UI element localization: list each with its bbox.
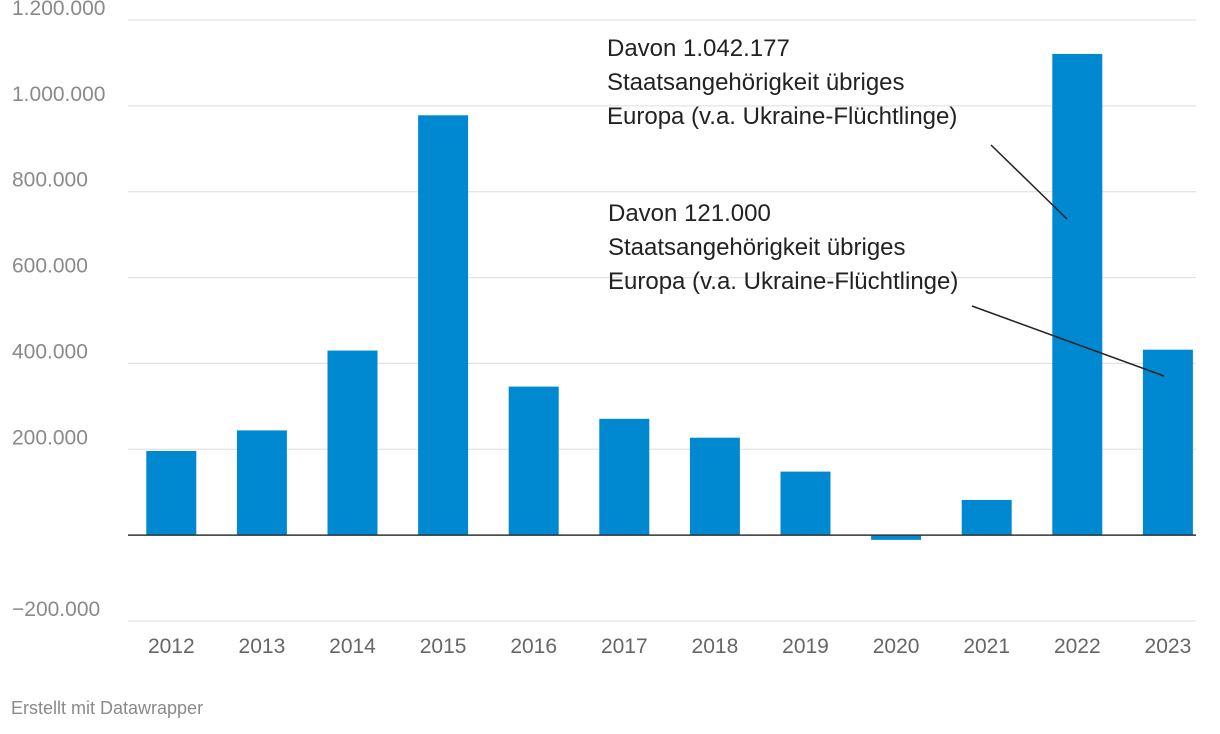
y-tick-label: −200.000 xyxy=(12,598,100,621)
bar-2022 xyxy=(1052,53,1103,536)
x-tick-label: 2017 xyxy=(601,635,648,658)
annotation-text-line: Europa (v.a. Ukraine-Flüchtlinge) xyxy=(607,103,957,130)
y-axis-labels: −200.000 200.000 400.000 600.000 800.000 1.00… xyxy=(12,0,105,621)
annotation-2023: Davon 121.000 Staatsangehörigkeit übriges… xyxy=(608,200,1165,377)
x-tick-label: 2021 xyxy=(963,635,1010,658)
annotation-text-line: Davon 121.000 xyxy=(608,200,771,227)
annotation-2022: Davon 1.042.177 Staatsangehörigkeit übrig… xyxy=(607,35,1068,220)
bars xyxy=(146,53,1193,540)
x-tick-label: 2022 xyxy=(1054,635,1101,658)
annotation-leader-line xyxy=(971,305,1165,377)
bar-2016 xyxy=(508,386,559,536)
bar-2021 xyxy=(961,499,1012,536)
annotation-text-line: Staatsangehörigkeit übriges xyxy=(607,69,905,96)
x-tick-label: 2014 xyxy=(329,635,376,658)
annotation-text-line: Davon 1.042.177 xyxy=(607,35,790,62)
bar-2012 xyxy=(146,451,197,536)
annotations: Davon 1.042.177 Staatsangehörigkeit übrig… xyxy=(607,35,1165,377)
x-axis-labels: 2012 2013 2014 2015 2016 2017 2018 2019 2020 2021… xyxy=(148,635,1191,658)
y-tick-label: 800.000 xyxy=(12,169,88,192)
y-tick-label: 600.000 xyxy=(12,255,88,278)
x-tick-label: 2015 xyxy=(420,635,467,658)
bar-2015 xyxy=(418,115,469,536)
bar-2019 xyxy=(780,471,831,536)
gridlines xyxy=(128,19,1196,622)
x-tick-label: 2012 xyxy=(148,635,195,658)
y-tick-label: 1.000.000 xyxy=(12,83,105,106)
annotation-text-line: Europa (v.a. Ukraine-Flüchtlinge) xyxy=(608,268,958,295)
bar-2014 xyxy=(327,350,378,536)
bar-2018 xyxy=(689,437,740,536)
bar-2020 xyxy=(871,535,922,540)
x-tick-label: 2020 xyxy=(873,635,920,658)
annotation-text-line: Staatsangehörigkeit übriges xyxy=(608,234,906,261)
bar-2023 xyxy=(1142,349,1193,536)
y-tick-label: 200.000 xyxy=(12,426,88,449)
bar-2017 xyxy=(599,418,650,536)
y-tick-label: 400.000 xyxy=(12,340,88,363)
footer-credit: Erstellt mit Datawrapper xyxy=(11,698,204,718)
x-tick-label: 2018 xyxy=(692,635,739,658)
x-tick-label: 2019 xyxy=(782,635,829,658)
x-tick-label: 2023 xyxy=(1145,635,1192,658)
x-tick-label: 2013 xyxy=(239,635,286,658)
bar-2013 xyxy=(236,430,287,536)
y-tick-label: 1.200.000 xyxy=(12,0,105,20)
annotation-leader-line xyxy=(990,144,1068,220)
x-tick-label: 2016 xyxy=(510,635,557,658)
